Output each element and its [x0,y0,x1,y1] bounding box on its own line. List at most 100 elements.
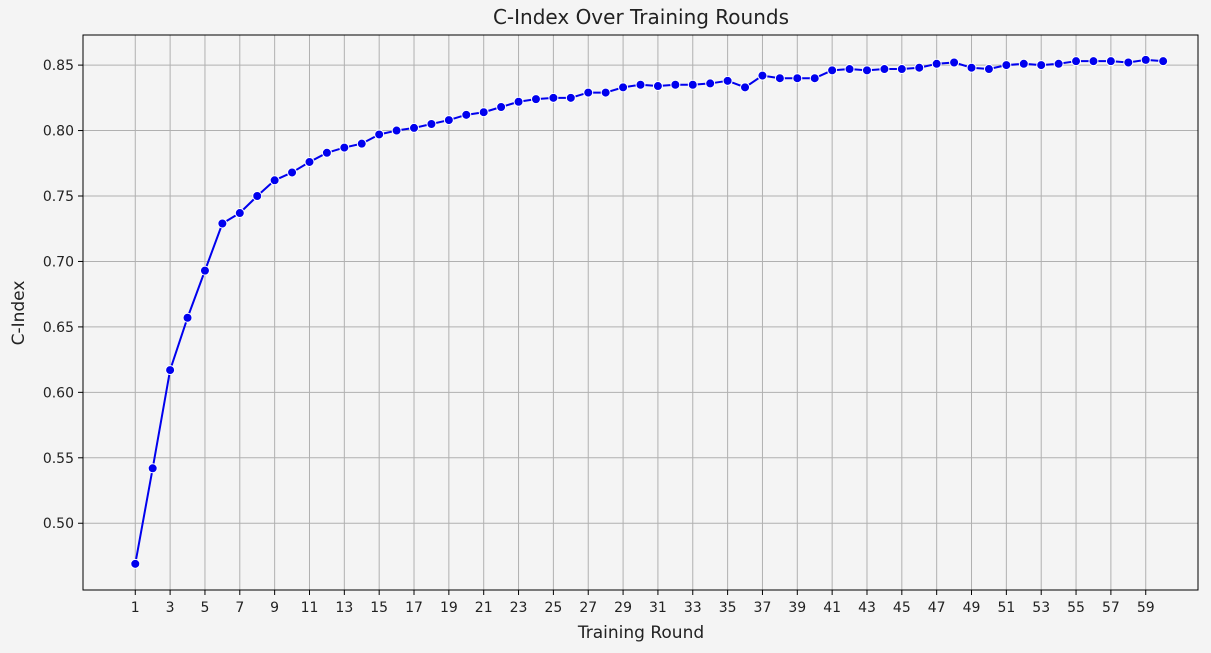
data-point [1105,56,1116,67]
y-tick-label: 0.60 [43,385,74,401]
data-point [252,191,263,202]
y-axis-ticks: 0.50 0.55 0.60 0.65 0.70 0.75 0.80 0.85 [43,58,83,532]
x-tick-label: 55 [1067,600,1085,616]
data-point [931,58,942,69]
data-point [1053,58,1064,69]
x-tick-label: 49 [963,600,981,616]
y-tick-label: 0.70 [43,254,74,270]
x-tick-label: 53 [1032,600,1050,616]
data-point [1088,56,1099,67]
data-point [443,115,454,126]
chart-title: C-Index Over Training Rounds [493,5,789,29]
x-tick-label: 39 [788,600,806,616]
data-point [165,365,176,376]
data-point [234,208,245,219]
data-point [496,101,507,112]
data-point [217,218,228,229]
data-point [827,65,838,76]
x-tick-label: 41 [823,600,841,616]
x-tick-label: 35 [719,600,737,616]
x-tick-label: 37 [754,600,772,616]
y-tick-label: 0.75 [43,189,74,205]
data-point [809,73,820,84]
data-point [896,64,907,75]
data-point [1123,57,1134,68]
y-tick-label: 0.85 [43,58,74,74]
x-tick-label: 15 [370,600,388,616]
data-point [199,265,210,276]
x-tick-label: 59 [1137,600,1155,616]
data-point [774,73,785,84]
data-point [1158,56,1169,67]
x-tick-label: 7 [235,600,244,616]
data-point [461,109,472,120]
x-tick-label: 17 [405,600,423,616]
series-line [134,58,1164,564]
x-tick-label: 11 [301,600,319,616]
y-tick-label: 0.50 [43,516,74,532]
x-tick-label: 43 [858,600,876,616]
data-point [182,312,193,323]
x-tick-label: 57 [1102,600,1120,616]
x-tick-label: 51 [997,600,1015,616]
data-point [652,81,663,92]
data-point [618,82,629,93]
x-tick-label: 29 [614,600,632,616]
data-point [670,79,681,90]
data-point [705,78,716,89]
data-point [879,64,890,75]
x-tick-label: 33 [684,600,702,616]
data-point [635,79,646,90]
x-tick-label: 1 [131,600,140,616]
x-tick-label: 5 [200,600,209,616]
y-tick-label: 0.55 [43,451,74,467]
y-tick-label: 0.65 [43,320,74,336]
data-point [339,142,350,153]
data-point [548,92,559,103]
data-point [304,156,315,167]
data-point [1140,54,1151,65]
plot-area [82,34,1199,591]
data-point [949,57,960,68]
data-point [530,94,541,105]
data-point [757,70,768,81]
data-point [966,62,977,73]
data-point [478,107,489,118]
x-tick-label: 9 [270,600,279,616]
x-tick-label: 19 [440,600,458,616]
data-point [374,129,385,140]
data-point [861,65,872,76]
data-point [391,125,402,136]
x-axis-ticks: 1 3 5 7 9 11 13 15 17 19 21 23 25 27 29 31 33 35 37 39 41 43 4… [131,590,1155,616]
data-point [565,92,576,103]
x-tick-label: 13 [335,600,353,616]
data-point [269,175,280,186]
x-tick-label: 47 [928,600,946,616]
data-point [130,558,141,569]
data-point [583,87,594,98]
data-point [147,463,158,474]
data-point [321,147,332,158]
x-tick-label: 25 [544,600,562,616]
data-point [722,75,733,86]
data-point [356,138,367,149]
x-tick-label: 31 [649,600,667,616]
x-tick-label: 27 [579,600,597,616]
data-point [792,73,803,84]
data-point [914,62,925,73]
y-axis-label: C-Index [9,281,29,346]
data-point [687,79,698,90]
x-tick-label: 45 [893,600,911,616]
data-point [740,82,751,93]
series-c-index [130,54,1169,569]
data-point [287,167,298,178]
data-point [426,119,437,130]
x-tick-label: 3 [166,600,175,616]
data-point [600,87,611,98]
data-point [1001,60,1012,71]
grid-lines [83,35,1198,590]
data-point [983,64,994,75]
data-point [1071,56,1082,67]
data-point [1036,60,1047,71]
